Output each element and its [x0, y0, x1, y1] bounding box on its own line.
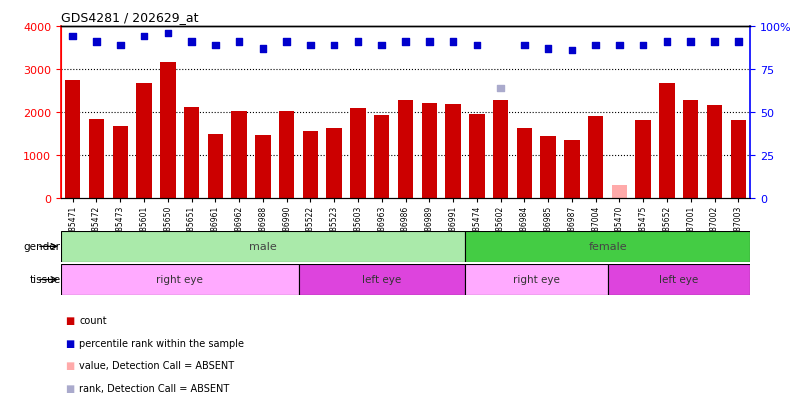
Bar: [113, 127, 128, 198]
Bar: [707, 106, 723, 198]
Bar: [61, 231, 465, 262]
Text: tissue: tissue: [30, 275, 61, 285]
Bar: [160, 63, 175, 198]
Bar: [540, 137, 556, 198]
Point: [565, 47, 578, 54]
Point: [494, 85, 507, 92]
Point: [470, 43, 483, 49]
Point: [233, 39, 246, 45]
Bar: [397, 100, 414, 198]
Bar: [255, 136, 271, 198]
Bar: [564, 141, 580, 198]
Point: [328, 43, 341, 49]
Text: left eye: left eye: [659, 275, 698, 285]
Point: [185, 39, 198, 45]
Bar: [422, 104, 437, 198]
Text: count: count: [79, 315, 107, 325]
Text: ■: ■: [65, 361, 74, 370]
Text: left eye: left eye: [362, 275, 401, 285]
Bar: [327, 129, 342, 198]
Point: [589, 43, 602, 49]
Bar: [607, 264, 750, 295]
Bar: [279, 112, 294, 198]
Text: gender: gender: [24, 242, 61, 252]
Bar: [465, 264, 607, 295]
Point: [637, 43, 650, 49]
Bar: [517, 129, 532, 198]
Point: [660, 39, 673, 45]
Bar: [61, 264, 298, 295]
Bar: [469, 114, 484, 198]
Point: [351, 39, 364, 45]
Point: [708, 39, 721, 45]
Bar: [493, 100, 508, 198]
Point: [209, 43, 222, 49]
Text: right eye: right eye: [513, 275, 560, 285]
Text: value, Detection Call = ABSENT: value, Detection Call = ABSENT: [79, 361, 234, 370]
Text: right eye: right eye: [157, 275, 203, 285]
Bar: [88, 120, 104, 198]
Bar: [65, 81, 80, 198]
Bar: [731, 120, 746, 198]
Bar: [445, 105, 461, 198]
Bar: [298, 264, 465, 295]
Point: [256, 46, 269, 52]
Text: ■: ■: [65, 383, 74, 393]
Point: [423, 39, 436, 45]
Bar: [588, 117, 603, 198]
Bar: [350, 108, 366, 198]
Point: [138, 34, 151, 40]
Point: [732, 39, 744, 45]
Text: ■: ■: [65, 338, 74, 348]
Bar: [659, 83, 675, 198]
Point: [280, 39, 293, 45]
Bar: [184, 107, 200, 198]
Bar: [683, 100, 698, 198]
Text: rank, Detection Call = ABSENT: rank, Detection Call = ABSENT: [79, 383, 230, 393]
Bar: [136, 83, 152, 198]
Point: [304, 43, 317, 49]
Point: [613, 43, 626, 49]
Point: [518, 43, 531, 49]
Text: male: male: [249, 242, 277, 252]
Point: [399, 39, 412, 45]
Text: ■: ■: [65, 315, 74, 325]
Bar: [303, 131, 318, 198]
Point: [114, 43, 127, 49]
Text: GDS4281 / 202629_at: GDS4281 / 202629_at: [61, 11, 199, 24]
Bar: [208, 135, 223, 198]
Point: [375, 43, 388, 49]
Text: percentile rank within the sample: percentile rank within the sample: [79, 338, 244, 348]
Point: [684, 39, 697, 45]
Point: [161, 31, 174, 37]
Bar: [465, 231, 750, 262]
Bar: [611, 185, 627, 198]
Point: [90, 39, 103, 45]
Point: [542, 46, 555, 52]
Text: female: female: [588, 242, 627, 252]
Bar: [231, 111, 247, 198]
Point: [447, 39, 460, 45]
Point: [67, 34, 79, 40]
Bar: [374, 116, 389, 198]
Bar: [636, 120, 651, 198]
